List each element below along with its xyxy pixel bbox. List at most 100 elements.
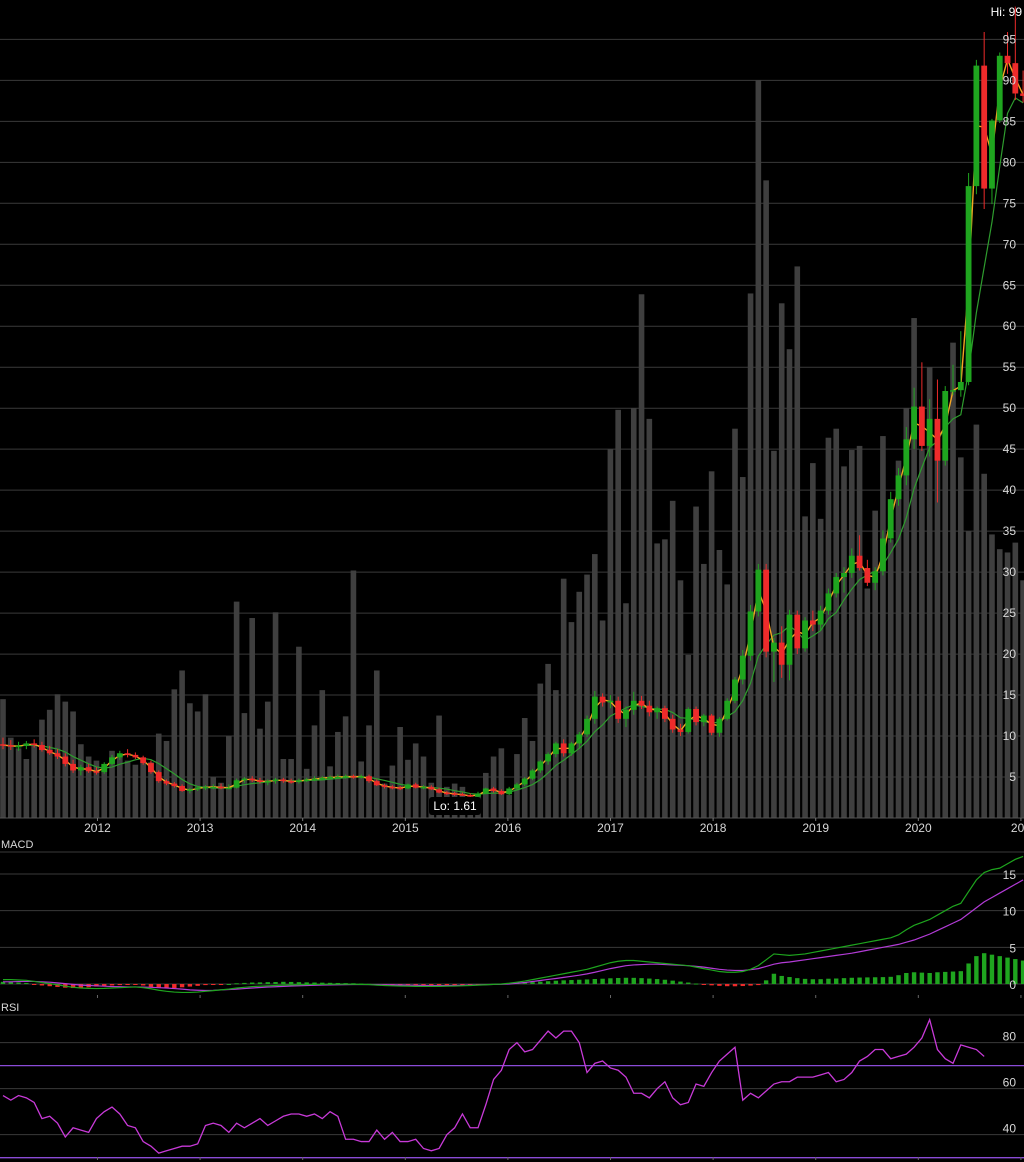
volume-bar: [903, 408, 910, 818]
macd-histogram-bar: [140, 984, 146, 986]
macd-signal-line: [3, 879, 1024, 992]
candle-body: [366, 776, 372, 782]
macd-panel[interactable]: MACD 0 5 10 15: [0, 839, 1024, 998]
macd-histogram-bar: [935, 972, 940, 984]
macd-histogram-bar: [857, 977, 862, 984]
price-y-tick-label: 95: [1003, 32, 1017, 46]
macd-histogram-bar: [538, 981, 543, 984]
macd-y-tick-label: 5: [1009, 941, 1016, 955]
macd-histogram-bar: [405, 984, 411, 986]
macd-y-axis: 0 5 10 15: [1003, 868, 1017, 992]
candle-body: [1020, 93, 1024, 96]
volume-bar: [654, 543, 660, 818]
candle-body: [23, 743, 30, 746]
rsi-value-line: [2, 1017, 985, 1154]
rsi-y-axis: 40 60 80: [1003, 1030, 1017, 1136]
macd-histogram-bar: [849, 977, 854, 984]
candle-body: [654, 708, 661, 713]
volume-bar: [366, 725, 372, 818]
candle-body: [459, 794, 466, 796]
volume-bar: [1004, 552, 1011, 818]
low-label-background: [429, 797, 481, 815]
candle-body: [599, 696, 606, 703]
volume-bar: [132, 764, 139, 818]
candle-body: [39, 745, 45, 750]
volume-bar: [93, 760, 100, 818]
macd-title: MACD: [1, 839, 33, 851]
candle-body: [506, 788, 513, 795]
candle-body: [872, 571, 879, 583]
volume-bar: [179, 670, 185, 818]
macd-histogram-bar: [288, 981, 294, 984]
volume-bar: [880, 436, 886, 818]
macd-line: [3, 855, 1024, 994]
price-y-tick-label: 80: [1003, 155, 1017, 169]
volume-bar: [755, 80, 762, 818]
macd-histogram-bar: [211, 984, 216, 985]
price-panel[interactable]: 5 10 15 20 25 30 35 40 45 50 55 60 65 70 75 80 85 90 95 20…: [0, 5, 1024, 835]
volume-bar: [381, 783, 388, 818]
macd-histogram-bar: [70, 984, 76, 989]
candle-body: [911, 406, 917, 440]
macd-histogram-bar: [904, 973, 909, 984]
candle-body: [568, 743, 575, 754]
macd-histogram-bar: [1020, 960, 1024, 984]
volume-bar: [194, 711, 201, 818]
candle-body: [833, 577, 840, 594]
volume-bar: [817, 518, 824, 818]
candle-body: [62, 756, 69, 764]
candle-body: [412, 784, 419, 788]
macd-histogram-bar: [592, 979, 598, 984]
volume-bar: [607, 449, 614, 818]
macd-histogram-bar: [179, 984, 185, 988]
rsi-panel[interactable]: RSI 40 60 80: [0, 1002, 1024, 1160]
macd-histogram-bar: [24, 982, 29, 984]
price-y-tick-label: 60: [1003, 319, 1017, 333]
macd-histogram-bar: [257, 982, 263, 984]
candle-body: [46, 749, 53, 754]
macd-histogram-bar: [997, 956, 1002, 984]
macd-histogram-bar: [195, 984, 200, 986]
candle-body: [405, 784, 411, 789]
volume-bar: [615, 409, 621, 818]
candle-body: [490, 788, 497, 791]
macd-histogram-bar: [584, 979, 590, 984]
macd-histogram-bar: [133, 984, 138, 985]
volume-bar: [249, 618, 255, 818]
volume-bar: [810, 463, 816, 818]
volume-bar: [264, 701, 271, 818]
price-y-tick-label: 90: [1003, 73, 1017, 87]
candle-body: [397, 787, 404, 790]
rsi-y-tick-label: 80: [1003, 1030, 1017, 1044]
volume-bar: [841, 466, 847, 818]
candle-body: [560, 743, 567, 754]
candle-body: [155, 772, 162, 782]
volume-bar: [296, 646, 302, 818]
candle-body: [241, 778, 248, 781]
volume-bar: [926, 367, 933, 818]
volume-bar: [794, 266, 801, 819]
candle-body: [841, 572, 847, 578]
price-x-tick-label: 2015: [392, 821, 419, 835]
high-label: Hi: 99: [991, 5, 1023, 19]
candle-body: [0, 744, 6, 746]
macd-histogram-bar: [125, 984, 130, 985]
candle-body: [739, 655, 746, 680]
candle-body: [903, 439, 910, 476]
volume-bar: [1020, 580, 1024, 818]
candle-body: [202, 786, 209, 789]
candle-body: [85, 767, 92, 772]
candle-body: [303, 779, 310, 781]
volume-bar: [981, 473, 987, 818]
macd-histogram-bar: [927, 973, 932, 984]
macd-histogram-bar: [615, 977, 621, 984]
volume-bar: [187, 703, 193, 818]
candle-body: [358, 776, 365, 778]
price-y-tick-label: 10: [1003, 729, 1017, 743]
rsi-y-tick-label: 40: [1003, 1122, 1017, 1136]
candle-body: [934, 418, 941, 461]
macd-y-tick-label: 10: [1003, 905, 1017, 919]
candle-body: [887, 499, 894, 539]
candle-body: [148, 763, 154, 773]
